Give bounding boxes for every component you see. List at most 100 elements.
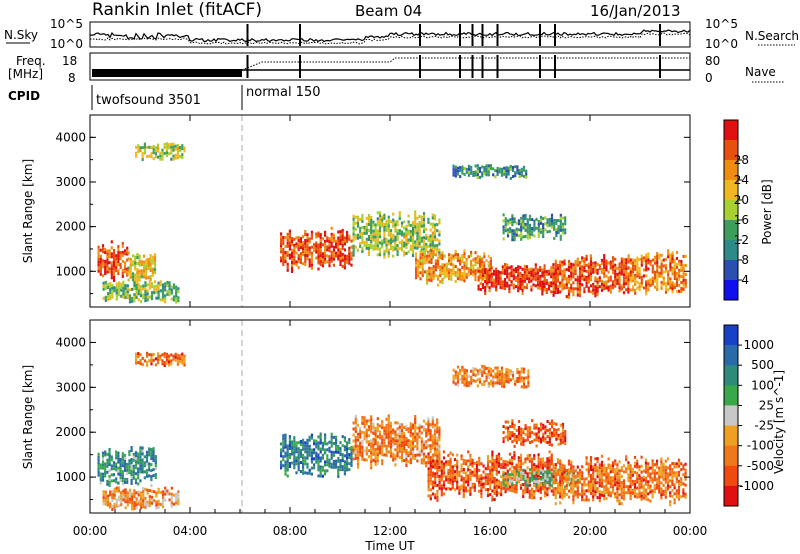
- heatmap-cell: [453, 476, 457, 480]
- heatmap-cell: [611, 479, 615, 483]
- heatmap-cell: [110, 455, 113, 459]
- heatmap-cell: [152, 447, 155, 451]
- heatmap-cell: [525, 277, 529, 281]
- heatmap-cell: [134, 273, 137, 277]
- heatmap-cell: [669, 268, 672, 272]
- heatmap-cell: [428, 260, 431, 264]
- heatmap-cell: [548, 465, 551, 469]
- heatmap-cell: [363, 458, 366, 462]
- heatmap-cell: [461, 254, 464, 257]
- heatmap-cell: [111, 496, 114, 499]
- heatmap-cell: [350, 457, 353, 461]
- heatmap-cell: [376, 235, 379, 239]
- heatmap-cell: [589, 275, 593, 279]
- heatmap-cell: [539, 265, 542, 269]
- heatmap-cell: [293, 457, 296, 461]
- heatmap-cell: [400, 432, 404, 436]
- heatmap-cell: [600, 270, 604, 274]
- heatmap-cell: [422, 227, 426, 231]
- heatmap-cell: [394, 436, 397, 440]
- heatmap-cell: [508, 452, 512, 456]
- heatmap-cell: [389, 232, 393, 236]
- heatmap-cell: [587, 474, 590, 478]
- heatmap-cell: [680, 260, 683, 263]
- heatmap-cell: [502, 462, 505, 466]
- heatmap-cell: [517, 474, 521, 478]
- heatmap-cell: [587, 271, 590, 275]
- heatmap-cell: [673, 465, 676, 469]
- heatmap-cell: [176, 153, 179, 157]
- heatmap-cell: [589, 254, 593, 258]
- heatmap-cell: [462, 495, 465, 498]
- heatmap-cell: [664, 287, 668, 291]
- heatmap-cell: [354, 227, 357, 231]
- heatmap-cell: [310, 457, 313, 461]
- heatmap-cell: [428, 257, 431, 261]
- heatmap-cell: [653, 487, 656, 491]
- heatmap-cell: [416, 234, 419, 238]
- heatmap-cell: [640, 470, 643, 474]
- heatmap-cell: [343, 266, 346, 270]
- heatmap-cell: [177, 296, 180, 300]
- heatmap-cell: [436, 474, 439, 478]
- heatmap-cell: [556, 285, 560, 288]
- heatmap-cell: [141, 446, 144, 450]
- heatmap-cell: [504, 420, 507, 424]
- heatmap-cell: [480, 489, 483, 493]
- heatmap-cell: [339, 254, 342, 258]
- heatmap-cell: [429, 222, 432, 226]
- heatmap-cell: [308, 453, 311, 457]
- heatmap-cell: [682, 482, 685, 486]
- heatmap-cell: [146, 145, 149, 149]
- heatmap-cell: [111, 289, 114, 293]
- heatmap-cell: [106, 500, 110, 504]
- heatmap-cell: [525, 271, 529, 275]
- heatmap-cell: [526, 454, 529, 458]
- heatmap-cell: [148, 501, 151, 505]
- heatmap-cell: [490, 272, 493, 276]
- heatmap-cell: [559, 216, 562, 220]
- heatmap-cell: [490, 281, 493, 285]
- heatmap-cell: [433, 238, 437, 242]
- heatmap-cell: [117, 451, 120, 455]
- heatmap-cell: [392, 233, 395, 237]
- heatmap-cell: [284, 472, 287, 476]
- heatmap-cell: [450, 268, 453, 272]
- heatmap-cell: [383, 249, 386, 253]
- heatmap-cell: [414, 427, 417, 430]
- heatmap-cell: [506, 460, 509, 464]
- heatmap-cell: [420, 239, 423, 243]
- heatmap-cell: [490, 275, 493, 279]
- heatmap-cell: [664, 284, 668, 288]
- heatmap-cell: [317, 267, 320, 271]
- heatmap-cell: [618, 484, 621, 488]
- heatmap-cell: [419, 253, 422, 257]
- heatmap-cell: [554, 265, 557, 269]
- heatmap-cell: [442, 456, 446, 460]
- heatmap-cell: [642, 268, 646, 272]
- heatmap-cell: [437, 274, 440, 278]
- heatmap-cell: [148, 286, 151, 290]
- heatmap-cell: [343, 257, 346, 261]
- heatmap-cell: [341, 255, 344, 259]
- heatmap-cell: [155, 494, 158, 498]
- heatmap-cell: [431, 222, 434, 226]
- heatmap-cell: [431, 474, 435, 478]
- heatmap-cell: [581, 259, 584, 263]
- heatmap-cell: [544, 485, 547, 489]
- heatmap-cell: [500, 475, 503, 479]
- heatmap-cell: [515, 475, 518, 479]
- heatmap-cell: [286, 453, 289, 457]
- heatmap-cell: [592, 495, 595, 499]
- heatmap-cell: [137, 147, 140, 151]
- heatmap-cell: [422, 455, 426, 459]
- heatmap-cell: [458, 470, 461, 474]
- heatmap-cell: [478, 489, 481, 493]
- heatmap-cell: [554, 502, 557, 506]
- heatmap-cell: [153, 285, 156, 289]
- heatmap-cell: [461, 260, 464, 263]
- heatmap-cell: [495, 285, 498, 289]
- heatmap-cell: [145, 276, 148, 280]
- heatmap-cell: [629, 473, 632, 477]
- heatmap-cell: [445, 460, 448, 464]
